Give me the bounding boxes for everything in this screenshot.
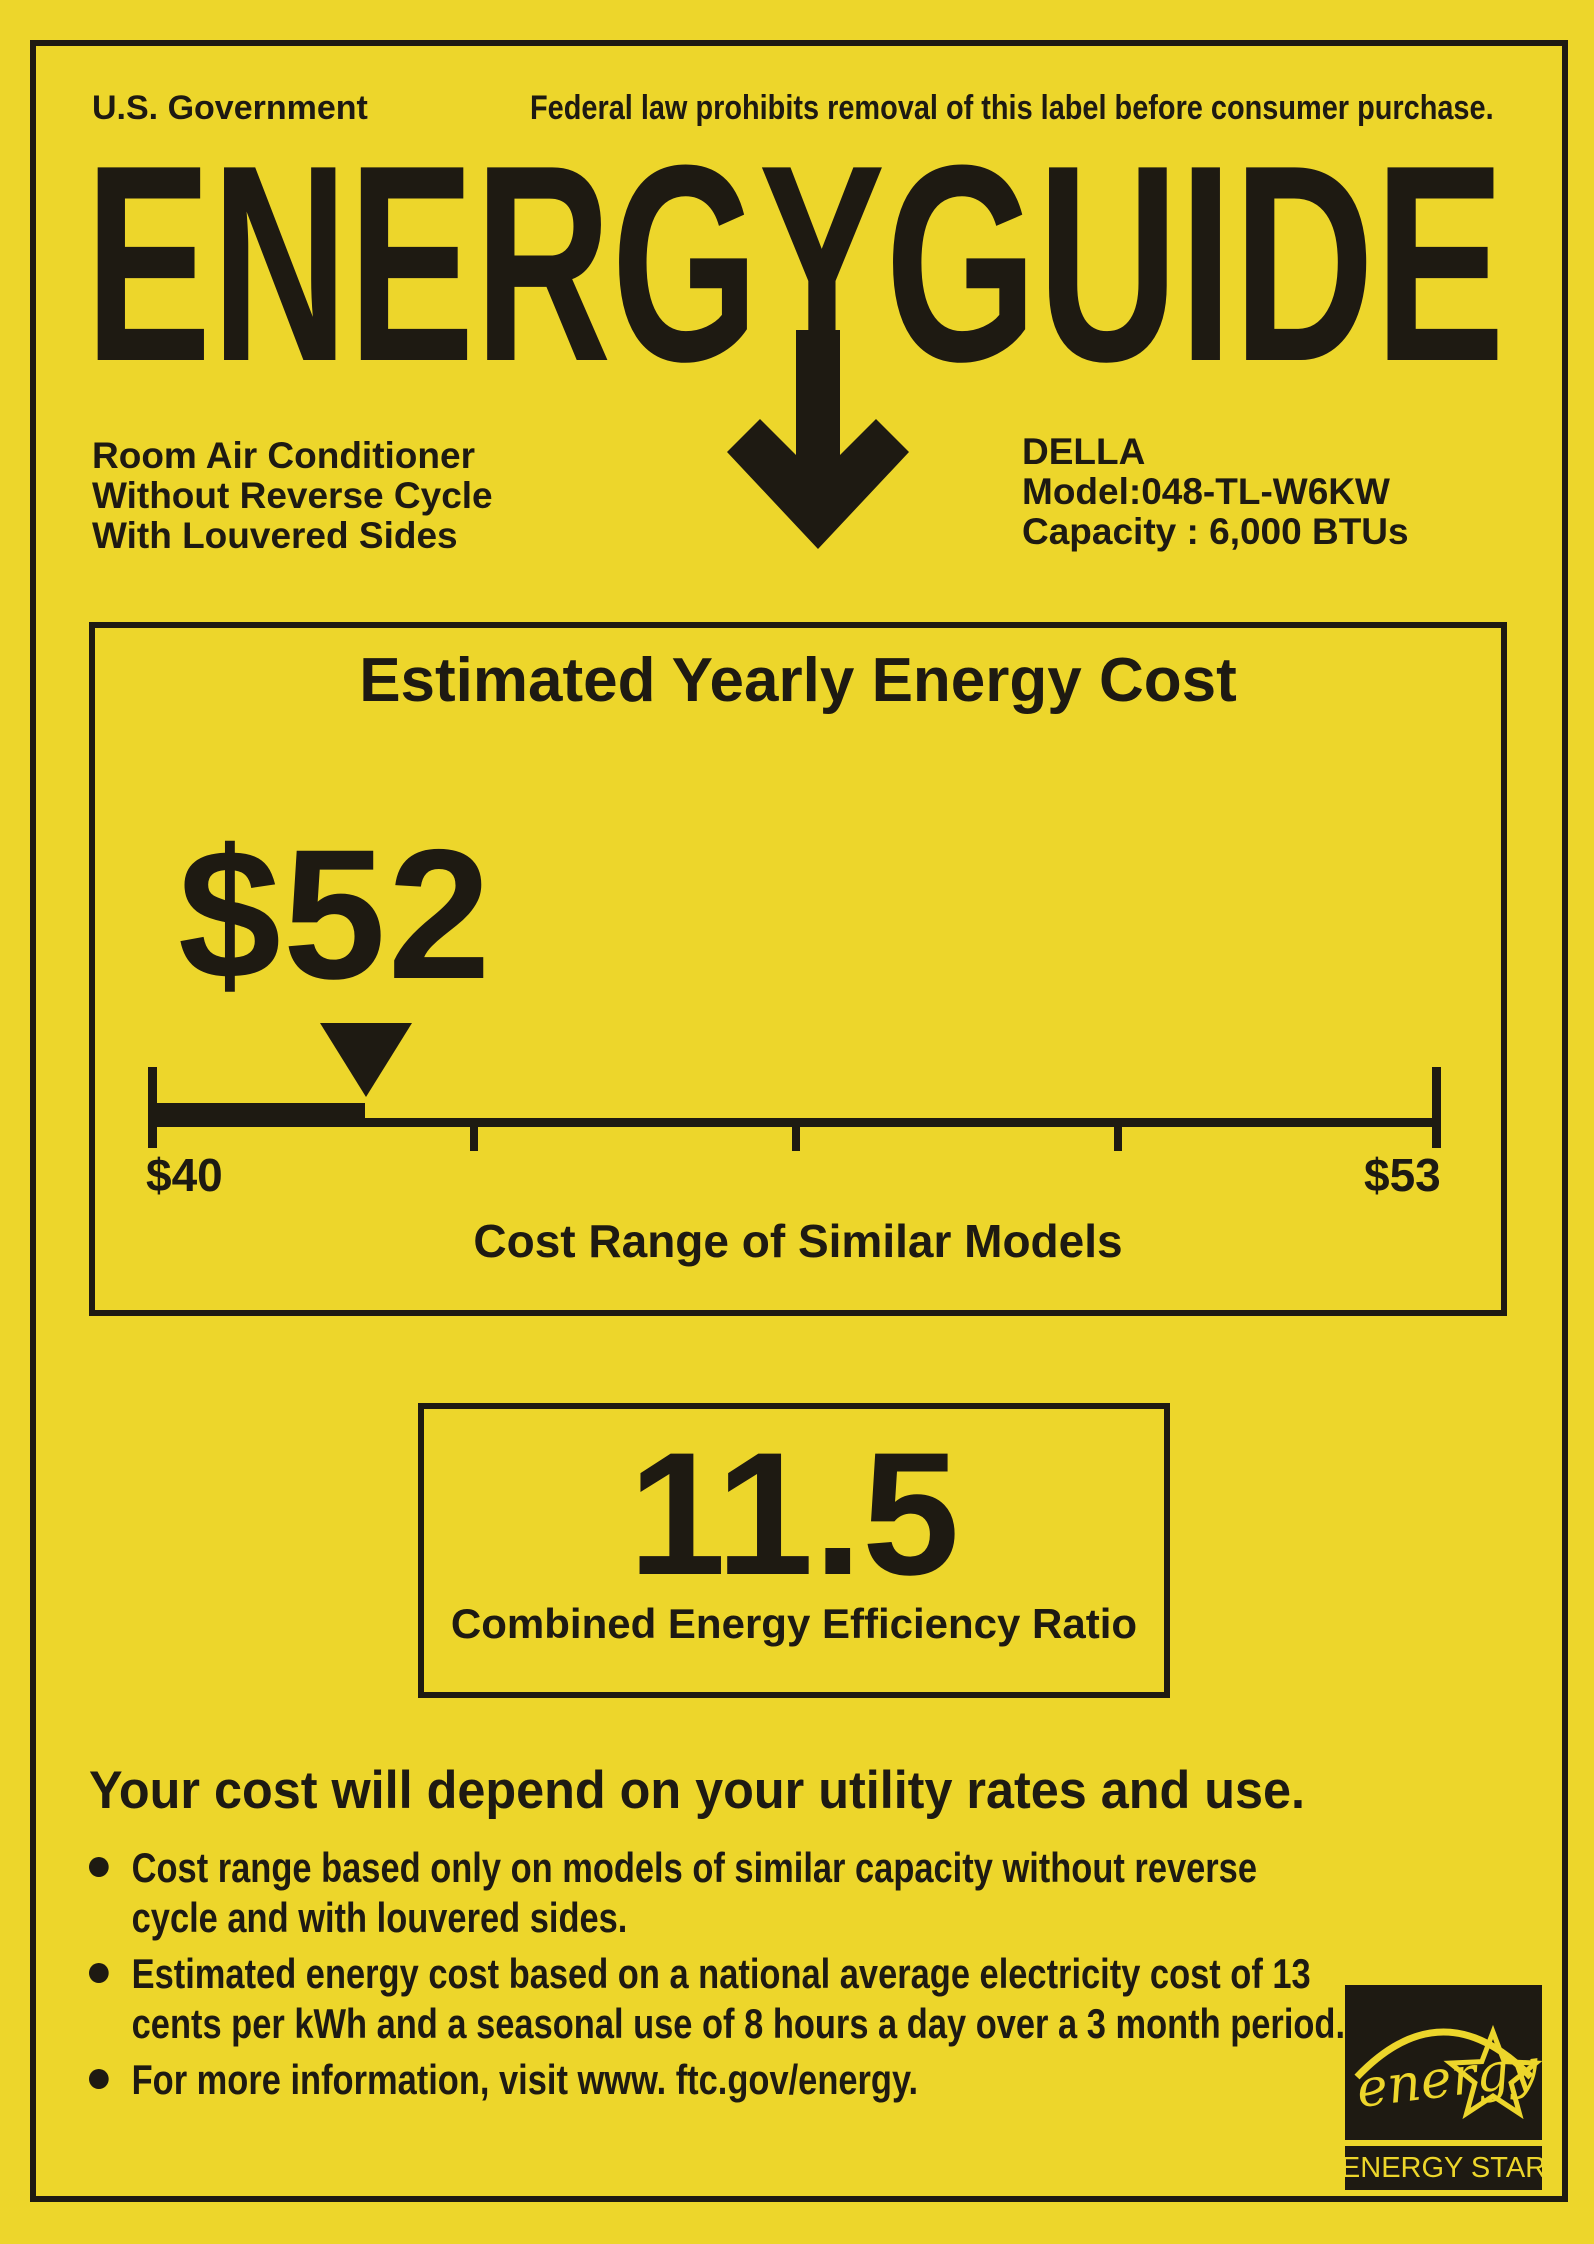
- footer-heading: Your cost will depend on your utility ra…: [89, 1761, 1306, 1820]
- energy-star-arc: [1354, 2028, 1534, 2080]
- bullet-text-line: For more information, visit www. ftc.gov…: [131, 2056, 919, 2103]
- bullet-item: For more information, visit www. ftc.gov…: [89, 2055, 1483, 2105]
- bullet-item: Estimated energy cost based on a nationa…: [89, 1949, 1483, 2049]
- bullet-dot-icon: [89, 1963, 109, 1983]
- yearly-cost-value: $52: [178, 812, 493, 1018]
- star-icon: [1443, 2024, 1542, 2120]
- energy-star-mark: energy: [1345, 1985, 1542, 2140]
- scale-max-label: $53: [1364, 1149, 1441, 1201]
- label-border: [30, 40, 1568, 2202]
- capacity-text: Capacity : 6,000 BTUs: [1022, 511, 1409, 552]
- guide-wordmark: GUIDE: [885, 155, 1505, 420]
- ceer-value: 11.5: [628, 1417, 960, 1612]
- cost-box: [89, 622, 1507, 1316]
- brand-name: DELLA: [1022, 431, 1146, 472]
- ceer-box: [418, 1403, 1170, 1698]
- bullet-text-line: Estimated energy cost based on a nationa…: [131, 1950, 1311, 1997]
- bullet-dot-icon: [89, 1857, 109, 1877]
- scale-tick: [1114, 1118, 1122, 1151]
- bullet-text-line: Cost range based only on models of simil…: [131, 1844, 1258, 1891]
- federal-warning-text: Federal law prohibits removal of this la…: [530, 89, 1494, 127]
- product-type-line: Without Reverse Cycle: [92, 475, 493, 516]
- cost-range-caption: Cost Range of Similar Models: [473, 1215, 1123, 1267]
- cost-range-scale: [148, 1023, 1441, 1151]
- model-number: Model:048-TL-W6KW: [1022, 471, 1390, 512]
- product-details: DELLA Model:048-TL-W6KW Capacity : 6,000…: [1022, 432, 1409, 552]
- scale-tick: [470, 1118, 478, 1151]
- energyguide-logo: ENERGY GUIDE: [85, 155, 1505, 549]
- scale-pointer-icon: [320, 1023, 412, 1097]
- cost-box-title: Estimated Yearly Energy Cost: [359, 646, 1237, 715]
- down-arrow-icon: [727, 330, 909, 549]
- us-government-text: U.S. Government: [92, 89, 368, 127]
- bullet-text-line: cents per kWh and a seasonal use of 8 ho…: [131, 2000, 1346, 2047]
- energy-star-logo: ENERGY STAR: [1341, 2146, 1546, 2190]
- energy-star-label: ENERGY STAR: [1340, 2151, 1547, 2184]
- scale-min-label: $40: [146, 1149, 223, 1201]
- scale-range-bar: [152, 1103, 365, 1127]
- product-type-line: Room Air Conditioner: [92, 435, 475, 476]
- bullet-dot-icon: [89, 2069, 109, 2089]
- bullet-text-line: cycle and with louvered sides.: [131, 1894, 628, 1941]
- product-type: Room Air Conditioner Without Reverse Cyc…: [92, 436, 493, 556]
- ceer-label: Combined Energy Efficiency Ratio: [450, 1600, 1138, 1647]
- product-type-line: With Louvered Sides: [92, 515, 458, 556]
- footer-bullets: Cost range based only on models of simil…: [89, 1843, 1483, 2111]
- scale-tick: [792, 1118, 800, 1151]
- bullet-item: Cost range based only on models of simil…: [89, 1843, 1483, 1943]
- energy-wordmark: ENERGY: [85, 155, 885, 420]
- scale-end-right: [1432, 1067, 1441, 1148]
